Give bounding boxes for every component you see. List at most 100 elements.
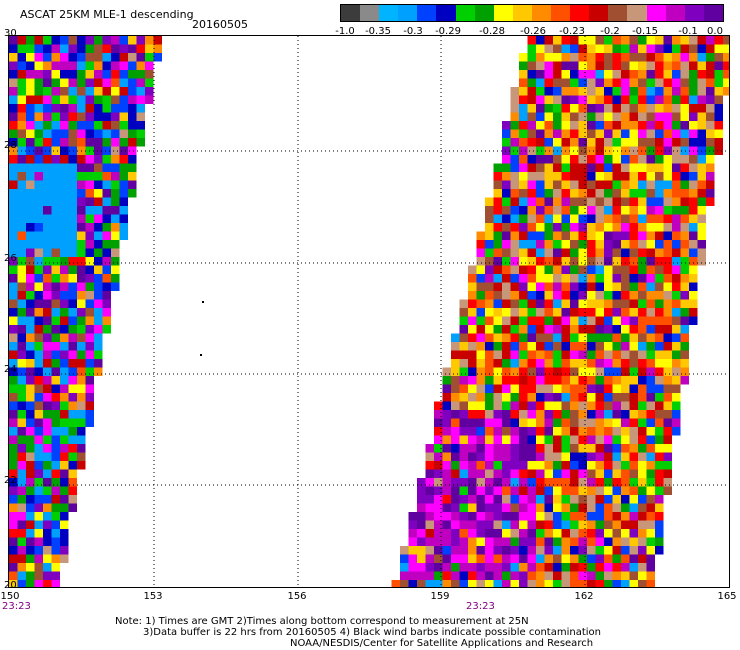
swath-cell xyxy=(519,189,528,198)
swath-cell xyxy=(578,36,587,45)
swath-cell xyxy=(9,95,18,104)
swath-cell xyxy=(17,121,26,130)
swath-cell xyxy=(493,197,502,206)
swath-cell xyxy=(493,299,502,308)
colorbar-segment xyxy=(493,5,513,21)
swath-cell xyxy=(570,248,579,257)
swath-cell xyxy=(43,554,52,563)
swath-cell xyxy=(9,418,18,427)
swath-cell xyxy=(553,580,562,587)
swath-cell xyxy=(570,410,579,419)
swath-cell xyxy=(680,325,689,334)
swath-cell xyxy=(527,274,536,283)
swath-cell xyxy=(459,469,468,478)
swath-cell xyxy=(111,163,120,172)
swath-cell xyxy=(629,418,638,427)
swath-cell xyxy=(43,197,52,206)
swath-cell xyxy=(493,537,502,546)
swath-cell xyxy=(9,401,18,410)
swath-cell xyxy=(51,95,60,104)
swath-cell xyxy=(9,172,18,181)
swath-cell xyxy=(17,87,26,96)
swath-cell xyxy=(476,274,485,283)
swath-cell xyxy=(655,70,664,79)
swath-cell xyxy=(561,291,570,300)
swath-cell xyxy=(672,163,681,172)
swath-cell xyxy=(570,350,579,359)
swath-cell xyxy=(51,274,60,283)
swath-cell xyxy=(527,537,536,546)
swath-cell xyxy=(672,384,681,393)
swath-cell xyxy=(655,418,664,427)
swath-cell xyxy=(629,520,638,529)
swath-cell xyxy=(578,155,587,164)
swath-cell xyxy=(476,393,485,402)
swath-cell xyxy=(638,520,647,529)
swath-cell xyxy=(561,299,570,308)
swath-cell xyxy=(476,299,485,308)
swath-cell xyxy=(119,36,128,45)
swath-cell xyxy=(60,61,69,70)
swath-cell xyxy=(485,342,494,351)
swath-cell xyxy=(706,112,715,121)
swath-cell xyxy=(17,512,26,521)
swath-cell xyxy=(697,248,706,257)
swath-cell xyxy=(587,546,596,555)
swath-cell xyxy=(527,240,536,249)
swath-cell xyxy=(578,546,587,555)
swath-cell xyxy=(621,44,630,53)
swath-cell xyxy=(26,469,35,478)
swath-cell xyxy=(680,189,689,198)
swath-cell xyxy=(527,87,536,96)
swath-cell xyxy=(9,155,18,164)
swath-cell xyxy=(60,44,69,53)
swath-cell xyxy=(442,393,451,402)
swath-cell xyxy=(43,257,52,266)
swath-cell xyxy=(527,418,536,427)
swath-cell xyxy=(493,206,502,215)
swath-cell xyxy=(476,240,485,249)
swath-cell xyxy=(493,291,502,300)
swath-cell xyxy=(17,282,26,291)
swath-cell xyxy=(485,257,494,266)
swath-cell xyxy=(595,163,604,172)
swath-cell xyxy=(136,104,145,113)
swath-cell xyxy=(493,529,502,538)
swath-cell xyxy=(493,520,502,529)
swath-cell xyxy=(527,282,536,291)
colorbar-segment xyxy=(551,5,571,21)
swath-cell xyxy=(60,384,69,393)
colorbar-segment xyxy=(474,5,494,21)
swath-cell xyxy=(34,452,43,461)
swath-cell xyxy=(68,70,77,79)
swath-cell xyxy=(629,70,638,79)
swath-cell xyxy=(595,78,604,87)
swath-cell xyxy=(561,325,570,334)
swath-cell xyxy=(595,486,604,495)
swath-cell xyxy=(527,563,536,572)
swath-cell xyxy=(26,546,35,555)
swath-cell xyxy=(17,112,26,121)
swath-cell xyxy=(570,70,579,79)
swath-cell xyxy=(561,359,570,368)
swath-cell xyxy=(672,189,681,198)
swath-cell xyxy=(587,537,596,546)
swath-cell xyxy=(570,257,579,266)
swath-cell xyxy=(493,163,502,172)
swath-cell xyxy=(544,189,553,198)
swath-cell xyxy=(561,112,570,121)
swath-cell xyxy=(102,308,111,317)
swath-cell xyxy=(77,333,86,342)
swath-cell xyxy=(612,444,621,453)
swath-cell xyxy=(570,95,579,104)
swath-cell xyxy=(68,248,77,257)
swath-cell xyxy=(646,155,655,164)
swath-cell xyxy=(476,359,485,368)
swath-cell xyxy=(442,563,451,572)
swath-cell xyxy=(595,333,604,342)
swath-cell xyxy=(51,265,60,274)
swath-cell xyxy=(17,401,26,410)
swath-cell xyxy=(43,155,52,164)
swath-cell xyxy=(663,418,672,427)
swath-cell xyxy=(689,155,698,164)
